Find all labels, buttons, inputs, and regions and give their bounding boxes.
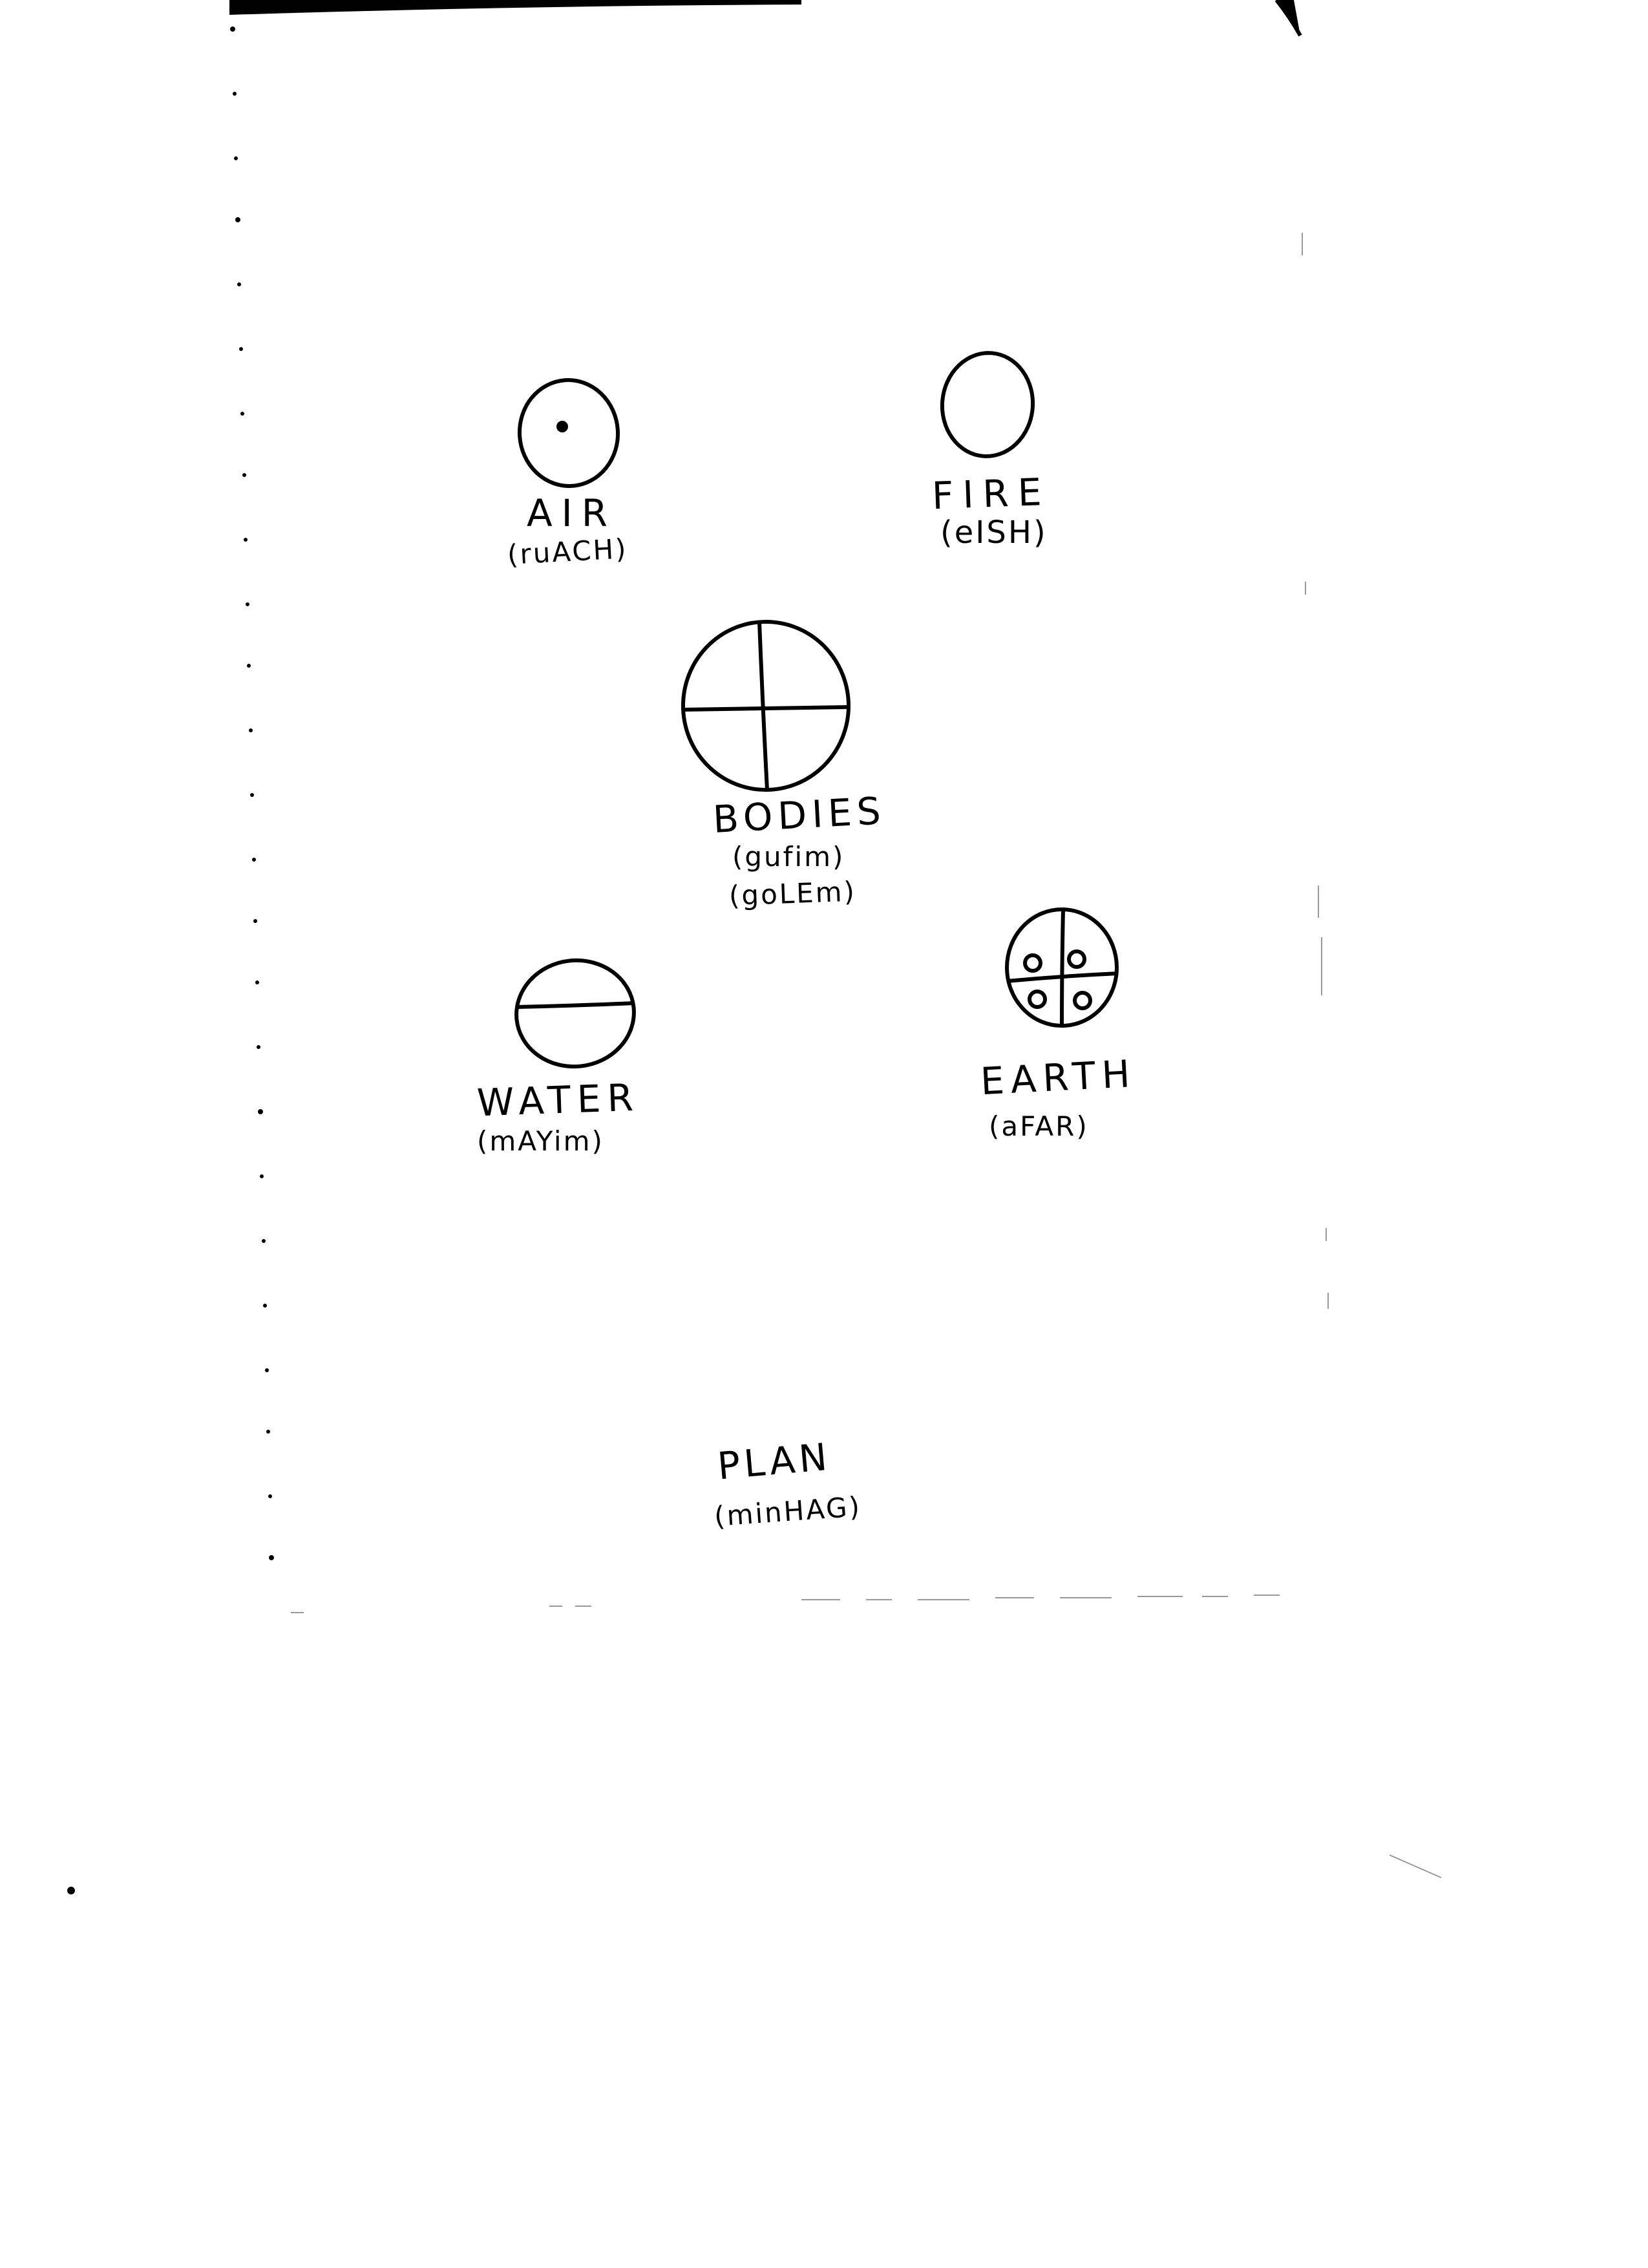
earth-label: EARTH bbox=[980, 1055, 1137, 1101]
bodies-hebrew-label-gufim: (gufim) bbox=[732, 843, 845, 871]
air-label: AIR bbox=[527, 494, 617, 532]
fire-hebrew-label: (eISH) bbox=[940, 517, 1048, 548]
bodies-label: BODIES bbox=[712, 792, 887, 838]
water-label: WATER bbox=[476, 1079, 640, 1122]
plain-circle-icon bbox=[938, 349, 1037, 460]
earth-hebrew-label: (aFAR) bbox=[989, 1113, 1089, 1140]
bodies-hebrew-label-golem: (goLEm) bbox=[728, 878, 856, 910]
scan-edge-artifacts bbox=[67, 0, 1441, 1894]
halved-circle-icon bbox=[511, 955, 639, 1072]
quartered-circle-with-dots-icon bbox=[1007, 909, 1118, 1026]
plan-label: PLAN bbox=[716, 1437, 832, 1485]
quartered-circle-icon bbox=[683, 622, 849, 790]
fire-label: FIRE bbox=[931, 473, 1051, 514]
circle-with-dot-icon bbox=[516, 377, 621, 489]
air-hebrew-label: (ruACH) bbox=[507, 535, 629, 569]
water-hebrew-label: (mAYim) bbox=[477, 1128, 604, 1155]
